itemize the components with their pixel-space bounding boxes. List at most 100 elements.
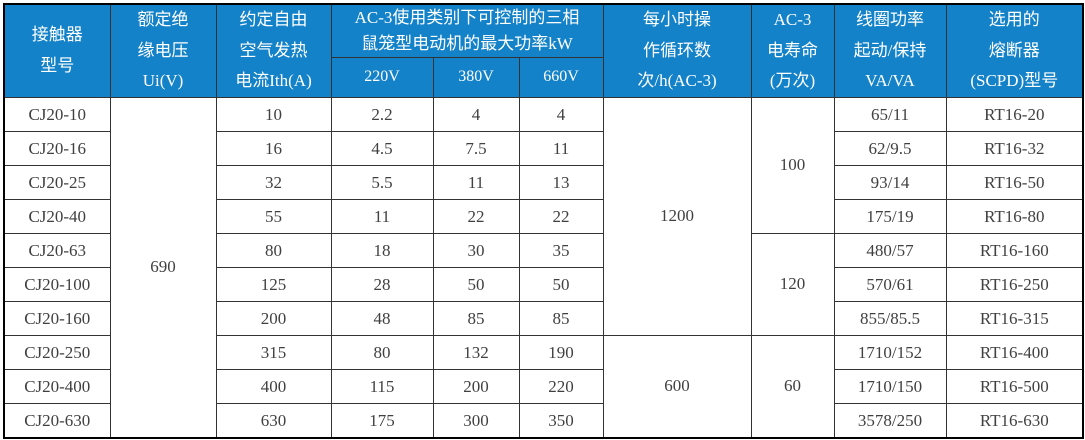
cell-coil-power: 3578/250 [833,402,947,439]
col-header-electrical-life: AC-3 电寿命 (万次) [750,3,835,98]
cell-power-660v: 22 [518,198,604,234]
header-line: 选用的 [988,10,1040,29]
cell-model: CJ20-100 [3,266,111,302]
cell-fuse-type: RT16-500 [945,368,1084,404]
col-header-coil-power: 线圈功率 起动/保持 VA/VA [833,3,947,98]
cell-coil-power: 175/19 [833,198,947,234]
cell-fuse-type: RT16-315 [945,300,1084,336]
cell-thermal-current: 125 [215,266,332,302]
cell-coil-power: 480/57 [833,232,947,268]
cell-power-380v: 200 [432,368,520,404]
cell-power-220v: 18 [330,232,434,268]
header-line: (万次) [769,71,816,91]
cell-model: CJ20-63 [3,232,111,268]
cell-coil-power: 62/9.5 [833,130,947,166]
table-row: CJ20-16 16 4.5 7.5 11 62/9.5 RT16-32 [3,130,1084,166]
cell-fuse-type: RT16-400 [945,334,1084,370]
col-header-660v: 660V [518,56,604,98]
cell-operating-cycles: 600 [602,334,752,439]
header-line: AC-3 [773,10,812,29]
cell-fuse-type: RT16-80 [945,198,1084,234]
col-header-220v: 220V [330,56,434,98]
table-row: CJ20-63 80 18 30 35 120 480/57 RT16-160 [3,232,1084,336]
table-row: CJ20-100 125 28 50 50 570/61 RT16-250 [3,266,1084,302]
cell-power-220v: 2.2 [330,96,434,132]
cell-power-380v: 4 [432,96,520,132]
cell-power-660v: 190 [518,334,604,370]
cell-power-220v: 4.5 [330,130,434,166]
cell-coil-power: 93/14 [833,164,947,200]
cell-power-660v: 85 [518,300,604,336]
header-line: 鼠笼型电动机的最大功率kW [361,33,573,53]
table-header: 接触器 型号 额定绝 缘电压 Ui(V) 约定自由 空气发热 电流Ith(A) … [3,3,1084,98]
table-row: CJ20-400 400 115 200 220 1710/150 RT16-5… [3,368,1084,404]
cell-power-380v: 30 [432,232,520,268]
table-row: CJ20-250 315 80 132 190 600 60 1710/152 … [3,334,1084,439]
header-line: 额定绝 [137,10,189,29]
col-header-max-motor-power-group: AC-3使用类别下可控制的三相 鼠笼型电动机的最大功率kW [330,3,604,58]
cell-power-660v: 11 [518,130,604,166]
cell-power-220v: 11 [330,198,434,234]
header-line: 起动/保持 [853,40,927,60]
col-header-thermal-current: 约定自由 空气发热 电流Ith(A) [215,3,332,98]
cell-model: CJ20-16 [3,130,111,166]
cell-fuse-type: RT16-630 [945,402,1084,439]
cell-model: CJ20-250 [3,334,111,370]
cell-electrical-life: 100 [750,96,835,234]
cell-fuse-type: RT16-250 [945,266,1084,302]
cell-power-220v: 28 [330,266,434,302]
contactor-spec-table: 接触器 型号 额定绝 缘电压 Ui(V) 约定自由 空气发热 电流Ith(A) … [3,3,1085,439]
header-line: (SCPD)型号 [970,71,1059,91]
cell-thermal-current: 55 [215,198,332,234]
cell-coil-power: 570/61 [833,266,947,302]
cell-coil-power: 65/11 [833,96,947,132]
header-line: 线圈功率 [856,10,925,29]
header-line: 接触器 [31,25,83,45]
cell-thermal-current: 315 [215,334,332,370]
cell-model: CJ20-10 [3,96,111,132]
cell-coil-power: 1710/152 [833,334,947,370]
cell-power-220v: 48 [330,300,434,336]
header-line: 每小时操 [643,10,712,29]
cell-thermal-current: 80 [215,232,332,268]
cell-model: CJ20-25 [3,164,111,200]
cell-thermal-current: 10 [215,96,332,132]
col-header-380v: 380V [432,56,520,98]
cell-power-660v: 220 [518,368,604,404]
header-line: 熔断器 [988,40,1040,60]
table-row: CJ20-630 630 175 300 350 3578/250 RT16-6… [3,402,1084,439]
cell-fuse-type: RT16-160 [945,232,1084,268]
cell-thermal-current: 200 [215,300,332,336]
cell-power-660v: 13 [518,164,604,200]
table-body: CJ20-10 690 10 2.2 4 4 1200 100 65/11 RT… [3,96,1084,439]
cell-power-660v: 4 [518,96,604,132]
cell-thermal-current: 16 [215,130,332,166]
cell-power-220v: 115 [330,368,434,404]
cell-power-380v: 85 [432,300,520,336]
cell-fuse-type: RT16-20 [945,96,1084,132]
cell-rated-insulation-voltage: 690 [109,96,217,439]
header-line: 电流Ith(A) [235,71,312,91]
cell-operating-cycles: 1200 [602,96,752,336]
col-header-operating-cycles: 每小时操 作循环数 次/h(AC-3) [602,3,752,98]
cell-fuse-type: RT16-32 [945,130,1084,166]
col-header-fuse-type: 选用的 熔断器 (SCPD)型号 [945,3,1084,98]
table-row: CJ20-25 32 5.5 11 13 93/14 RT16-50 [3,164,1084,200]
header-line: 电寿命 [767,40,819,60]
cell-electrical-life: 120 [750,232,835,336]
header-line: 空气发热 [239,40,308,60]
cell-model: CJ20-400 [3,368,111,404]
cell-thermal-current: 400 [215,368,332,404]
cell-thermal-current: 630 [215,402,332,439]
header-line: Ui(V) [142,71,184,91]
cell-model: CJ20-630 [3,402,111,439]
cell-power-220v: 80 [330,334,434,370]
cell-thermal-current: 32 [215,164,332,200]
header-line: AC-3使用类别下可控制的三相 [354,8,580,28]
cell-power-660v: 35 [518,232,604,268]
table-row: CJ20-10 690 10 2.2 4 4 1200 100 65/11 RT… [3,96,1084,439]
header-line: 型号 [40,55,75,75]
cell-power-220v: 175 [330,402,434,439]
cell-coil-power: 855/85.5 [833,300,947,336]
